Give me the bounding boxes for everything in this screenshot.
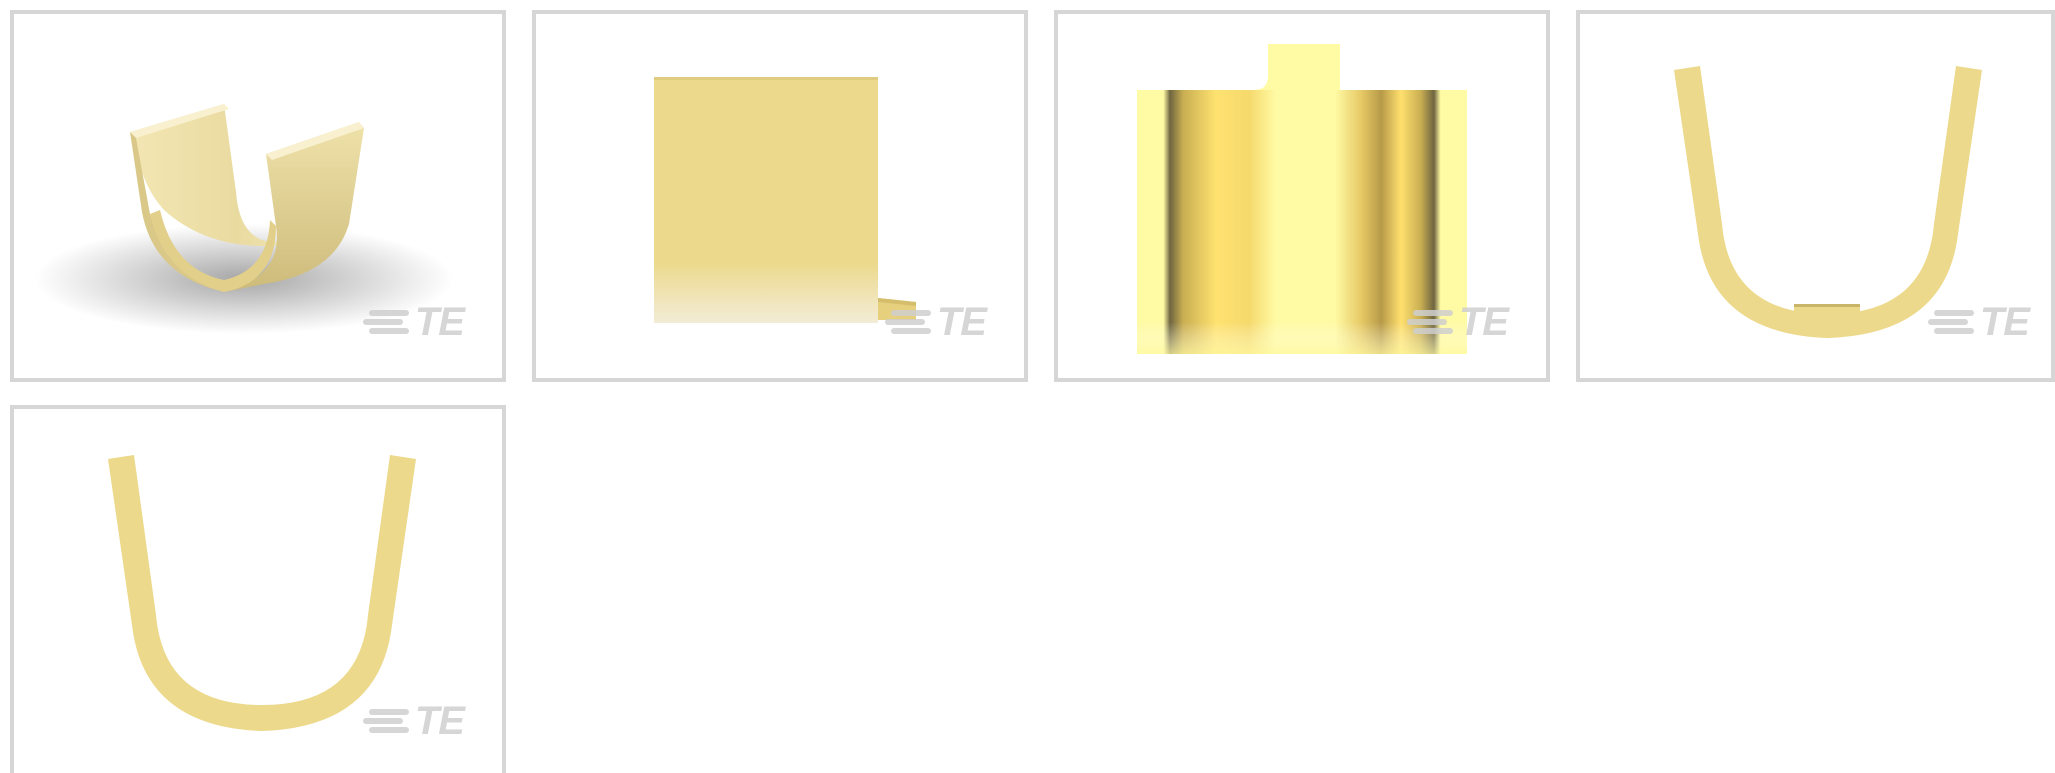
thumbnail-back-view[interactable]: TE bbox=[10, 405, 506, 773]
te-watermark: TE bbox=[884, 300, 987, 344]
te-connectivity-logo-icon bbox=[1406, 310, 1453, 334]
te-connectivity-logo-icon bbox=[362, 310, 409, 334]
thumbnail-isometric-view[interactable]: TE bbox=[10, 10, 506, 382]
watermark-text: TE bbox=[936, 300, 987, 344]
te-watermark: TE bbox=[1406, 300, 1509, 344]
te-watermark: TE bbox=[362, 699, 465, 743]
watermark-text: TE bbox=[414, 300, 465, 344]
u-channel-top-image bbox=[1137, 44, 1467, 354]
u-channel-isometric-image bbox=[34, 104, 454, 334]
te-watermark: TE bbox=[362, 300, 465, 344]
te-connectivity-logo-icon bbox=[362, 709, 409, 733]
watermark-text: TE bbox=[1979, 300, 2030, 344]
watermark-text: TE bbox=[414, 699, 465, 743]
thumbnail-side-view[interactable]: TE bbox=[532, 10, 1028, 382]
watermark-text: TE bbox=[1458, 300, 1509, 344]
thumbnail-front-view[interactable]: TE bbox=[1576, 10, 2055, 382]
u-channel-front-image bbox=[1674, 66, 1982, 338]
thumbnail-top-view[interactable]: TE bbox=[1054, 10, 1550, 382]
te-watermark: TE bbox=[1927, 300, 2030, 344]
te-connectivity-logo-icon bbox=[884, 310, 931, 334]
te-connectivity-logo-icon bbox=[1927, 310, 1974, 334]
